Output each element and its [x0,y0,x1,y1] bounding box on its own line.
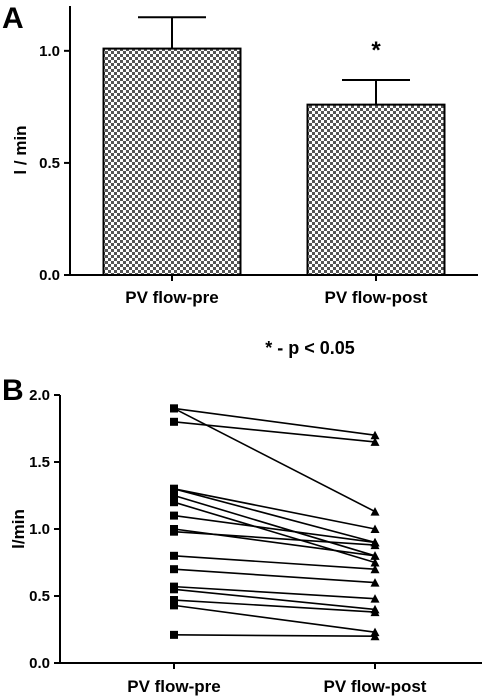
post-point-triangle [370,558,380,567]
pre-point-square [170,511,178,520]
pre-point-square [170,417,178,426]
subject-line [173,599,376,613]
y-tick-label: 1.0 [39,43,60,60]
panel-a-y-axis-label: l / min [11,125,30,174]
significance-footnote: * - p < 0.05 [265,338,355,358]
post-point-triangle [370,507,380,516]
x-tick-label: PV flow-pre [125,288,219,307]
pre-point-square [170,630,178,639]
panel-a: A 0.0 0.5 1.0 * PV flow-pre PV flow-post l … [2,2,478,307]
x-tick-label: PV flow-post [325,288,428,307]
y-tick-label: 0.5 [29,588,50,605]
y-tick-label: 2.0 [29,387,50,404]
pre-point-square [170,585,178,594]
panel-b-x-labels: PV flow-pre PV flow-post [127,677,427,696]
pre-point-square [170,491,178,500]
post-point-triangle [370,578,380,587]
panel-a-y-ticks: 0.0 0.5 1.0 [39,43,70,284]
pre-point-square [170,484,178,493]
post-point-triangle [370,524,380,533]
bar [306,103,446,276]
pre-point-square [170,601,178,610]
panel-a-label: A [2,2,24,35]
pre-point-square [170,404,178,413]
panel-a-bars: * [102,16,446,277]
subject-line [173,634,376,637]
panel-b-label: B [2,374,24,407]
post-point-triangle [370,540,380,550]
y-tick-label: 1.0 [29,521,50,538]
subject-line [173,585,376,600]
post-point-triangle [370,564,380,574]
subject-line [173,604,376,633]
post-point-triangle [370,594,380,603]
pre-point-square [170,551,178,560]
panel-b-lines [173,407,376,637]
y-tick-label: 0.0 [29,655,50,672]
subject-line [173,494,376,557]
subject-line [173,501,376,564]
x-tick-label: PV flow-post [324,677,427,696]
panel-b-y-axis-label: l/min [9,509,28,549]
post-point-triangle [370,551,380,560]
post-point-triangle [370,437,380,446]
post-point-triangle [370,607,380,617]
y-tick-label: 1.5 [29,454,50,471]
subject-line [173,514,376,544]
y-tick-label: 0.5 [39,155,60,172]
panel-b: B 0.0 0.5 1.0 1.5 2.0 PV flow-pre PV flow-pos… [2,374,482,696]
panel-a-x-labels: PV flow-pre PV flow-post [125,288,428,307]
subject-line [173,530,376,546]
subject-line [173,555,376,570]
subject-line [173,488,376,544]
pre-point-square [170,527,178,536]
y-tick-label: 0.0 [39,267,60,284]
panel-b-markers [170,404,380,641]
bar [102,47,242,277]
pre-point-square [170,596,178,605]
post-point-triangle [370,430,380,440]
pre-point-square [170,498,178,507]
subject-line [173,407,376,436]
subject-line [173,488,376,530]
subject-line [173,588,376,611]
panel-b-y-ticks: 0.0 0.5 1.0 1.5 2.0 [29,387,60,672]
pre-point-square [170,565,178,574]
post-point-triangle [370,631,380,641]
significance-marker: * [371,37,381,64]
x-tick-label: PV flow-pre [127,677,221,696]
subject-line [173,421,376,443]
subject-line [173,568,376,584]
